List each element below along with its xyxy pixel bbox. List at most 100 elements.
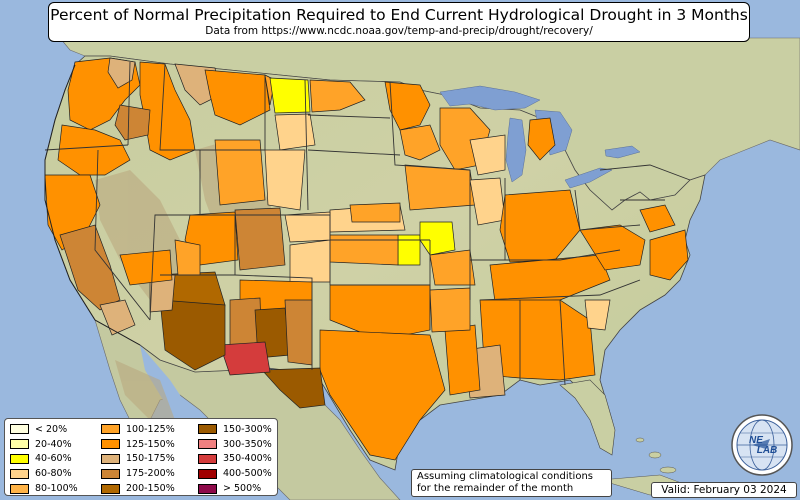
legend-swatch	[101, 453, 120, 464]
lake-superior	[439, 85, 541, 111]
legend-item: 150-300%	[198, 422, 272, 437]
legend-swatch	[198, 468, 217, 479]
legend-swatch	[198, 439, 217, 450]
assumption-note-line-2: for the remainder of the month	[417, 483, 574, 494]
legend-label: 350-400%	[223, 453, 272, 465]
map-subtitle: Data from https://www.ncdc.noaa.gov/temp…	[205, 25, 593, 37]
drought-regions	[44, 57, 689, 461]
legend-swatch	[101, 424, 120, 435]
logo-text-top: NE	[749, 435, 763, 446]
gulf-of-california	[140, 345, 190, 420]
region-ok-east-100	[429, 287, 471, 333]
region-ne-100	[349, 202, 401, 223]
legend-column-1: < 20% 20-40% 40-60% 60-80% 80-100%	[10, 422, 78, 496]
legend-swatch	[10, 439, 29, 450]
legend-label: 40-60%	[35, 453, 72, 465]
legend-item: > 500%	[198, 481, 272, 496]
legend-item: 80-100%	[10, 481, 78, 496]
region-wy-east-80	[264, 149, 306, 211]
legend-label: > 500%	[223, 483, 262, 495]
region-mi-125	[527, 117, 556, 161]
legend-swatch	[10, 424, 29, 435]
logo-x-mark	[752, 439, 770, 449]
legend-swatch	[101, 439, 120, 450]
region-az-250	[159, 299, 226, 371]
legend-swatch	[101, 483, 120, 494]
region-ks-west-80	[289, 239, 331, 283]
region-nm-east-175	[284, 299, 313, 366]
region-mo-south-100	[429, 249, 476, 286]
region-mn-south-100	[399, 124, 441, 161]
legend-swatch	[101, 468, 120, 479]
logo-text-bottom: LAB	[757, 445, 778, 456]
legend-label: 300-350%	[223, 438, 272, 450]
legend-item: 60-80%	[10, 466, 78, 481]
legend-item: 200-150%	[101, 481, 175, 496]
region-la-125	[444, 324, 481, 396]
legend-label: 150-300%	[223, 423, 272, 435]
state-borders	[44, 61, 691, 386]
legend-label: 80-100%	[35, 483, 78, 495]
legend-item: 175-200%	[101, 466, 175, 481]
legend-label: 175-200%	[126, 468, 175, 480]
legend-item: 150-175%	[101, 452, 175, 467]
legend-item: 400-500%	[198, 466, 272, 481]
region-ca-175	[59, 224, 121, 311]
legend-item: < 20%	[10, 422, 78, 437]
legend-item: 350-400%	[198, 452, 272, 467]
legend: < 20% 20-40% 40-60% 60-80% 80-100% 100-1…	[4, 418, 278, 496]
legend-column-3: 150-300% 300-350% 350-400% 400-500% > 50…	[198, 422, 272, 496]
region-va-125	[579, 224, 646, 271]
legend-item: 100-125%	[101, 422, 175, 437]
lake-michigan	[505, 117, 527, 183]
nexlab-globe-logo: NE LAB	[731, 414, 793, 476]
lake-ontario	[604, 145, 641, 159]
region-sd-80	[274, 113, 316, 151]
valid-date: Valid: February 03 2024	[651, 482, 797, 498]
region-nv-ut-100	[174, 239, 201, 276]
legend-label: 150-175%	[126, 453, 175, 465]
region-mo-40	[419, 221, 456, 256]
title-box: Percent of Normal Precipitation Required…	[48, 2, 750, 42]
region-idaho-125	[139, 61, 196, 161]
legend-swatch	[198, 424, 217, 435]
lake-erie	[564, 167, 613, 189]
legend-item: 20-40%	[10, 437, 78, 452]
region-mi-80	[469, 134, 506, 176]
legend-item: 125-150%	[101, 437, 175, 452]
legend-swatch	[10, 453, 29, 464]
legend-label: 20-40%	[35, 438, 72, 450]
region-mn-125	[384, 81, 431, 131]
legend-item: 300-350%	[198, 437, 272, 452]
region-ca-south-150	[99, 299, 136, 336]
region-tx-west-250	[261, 367, 326, 409]
region-wy-100	[214, 139, 266, 206]
legend-label: 200-150%	[126, 483, 175, 495]
map-title: Percent of Normal Precipitation Required…	[50, 6, 748, 24]
region-oregon-125	[57, 124, 131, 176]
region-co-east-80	[284, 211, 331, 243]
region-ks-40	[397, 234, 421, 266]
legend-item: 40-60%	[10, 452, 78, 467]
legend-label: 100-125%	[126, 423, 175, 435]
legend-label: 125-150%	[126, 438, 175, 450]
region-nd-40	[269, 77, 311, 114]
legend-column-2: 100-125% 125-150% 150-175% 175-200% 200-…	[101, 422, 175, 496]
region-nc-125	[649, 229, 689, 281]
region-tx-125	[319, 329, 446, 461]
region-nm-350	[219, 341, 271, 376]
legend-label: 400-500%	[223, 468, 272, 480]
legend-swatch	[10, 468, 29, 479]
us-coastline	[44, 64, 141, 346]
legend-swatch	[198, 453, 217, 464]
region-nd-east-100	[309, 79, 366, 113]
region-wa-east-150	[107, 57, 136, 89]
region-ia-100	[404, 164, 476, 211]
legend-swatch	[10, 483, 29, 494]
legend-label: 60-80%	[35, 468, 72, 480]
region-idaho-175	[114, 104, 151, 141]
florida	[559, 379, 616, 456]
legend-label: < 20%	[35, 423, 68, 435]
region-co-175	[234, 207, 286, 271]
